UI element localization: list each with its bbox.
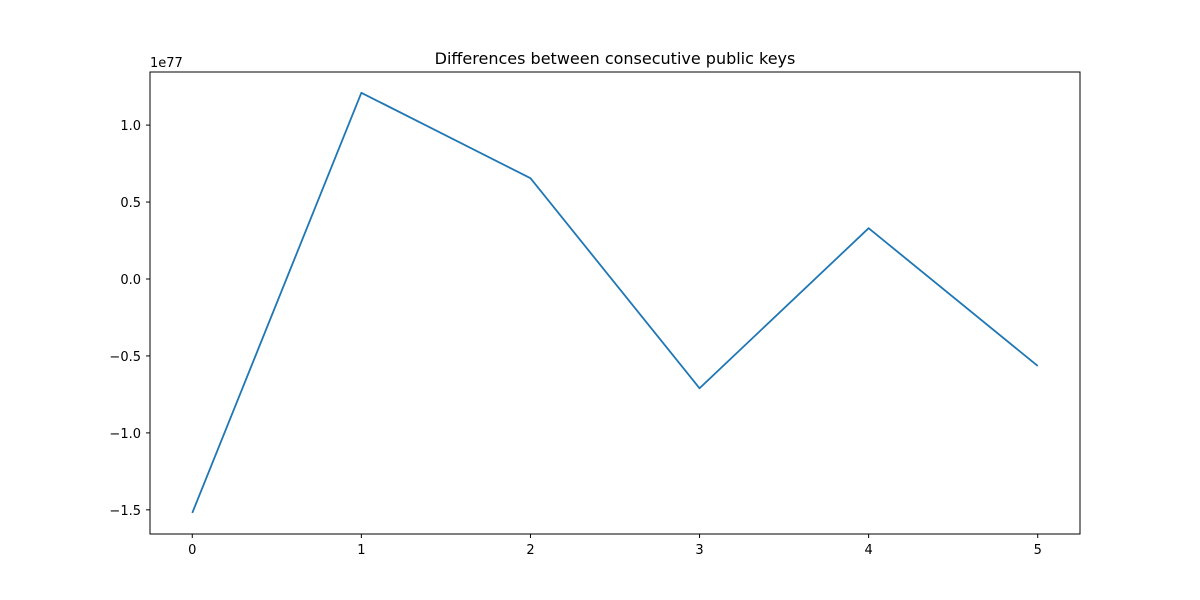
x-tick-label: 4 (864, 543, 872, 558)
axis-ticks: 0 1 2 3 4 5 −1.5 −1.0 −0.5 0.0 0.5 1.0 (109, 119, 1041, 558)
series-line-0 (191, 91, 1039, 514)
x-tick-label: 5 (1034, 543, 1042, 558)
series-group (191, 91, 1039, 514)
x-tick-label: 2 (526, 543, 534, 558)
y-axis-offset-label: 1e77 (150, 56, 183, 71)
chart-title: Differences between consecutive public k… (435, 49, 796, 68)
y-tick-label: 0.0 (120, 273, 141, 288)
y-tick-label: −1.5 (109, 504, 141, 519)
x-tick-label: 3 (695, 543, 703, 558)
y-tick-label: −1.0 (109, 427, 141, 442)
y-tick-label: 0.5 (120, 196, 141, 211)
y-tick-label: 1.0 (120, 119, 141, 134)
x-tick-label: 1 (357, 543, 365, 558)
x-tick-label: 0 (188, 543, 196, 558)
y-tick-label: −0.5 (109, 350, 141, 365)
plot-frame (149, 71, 1081, 535)
